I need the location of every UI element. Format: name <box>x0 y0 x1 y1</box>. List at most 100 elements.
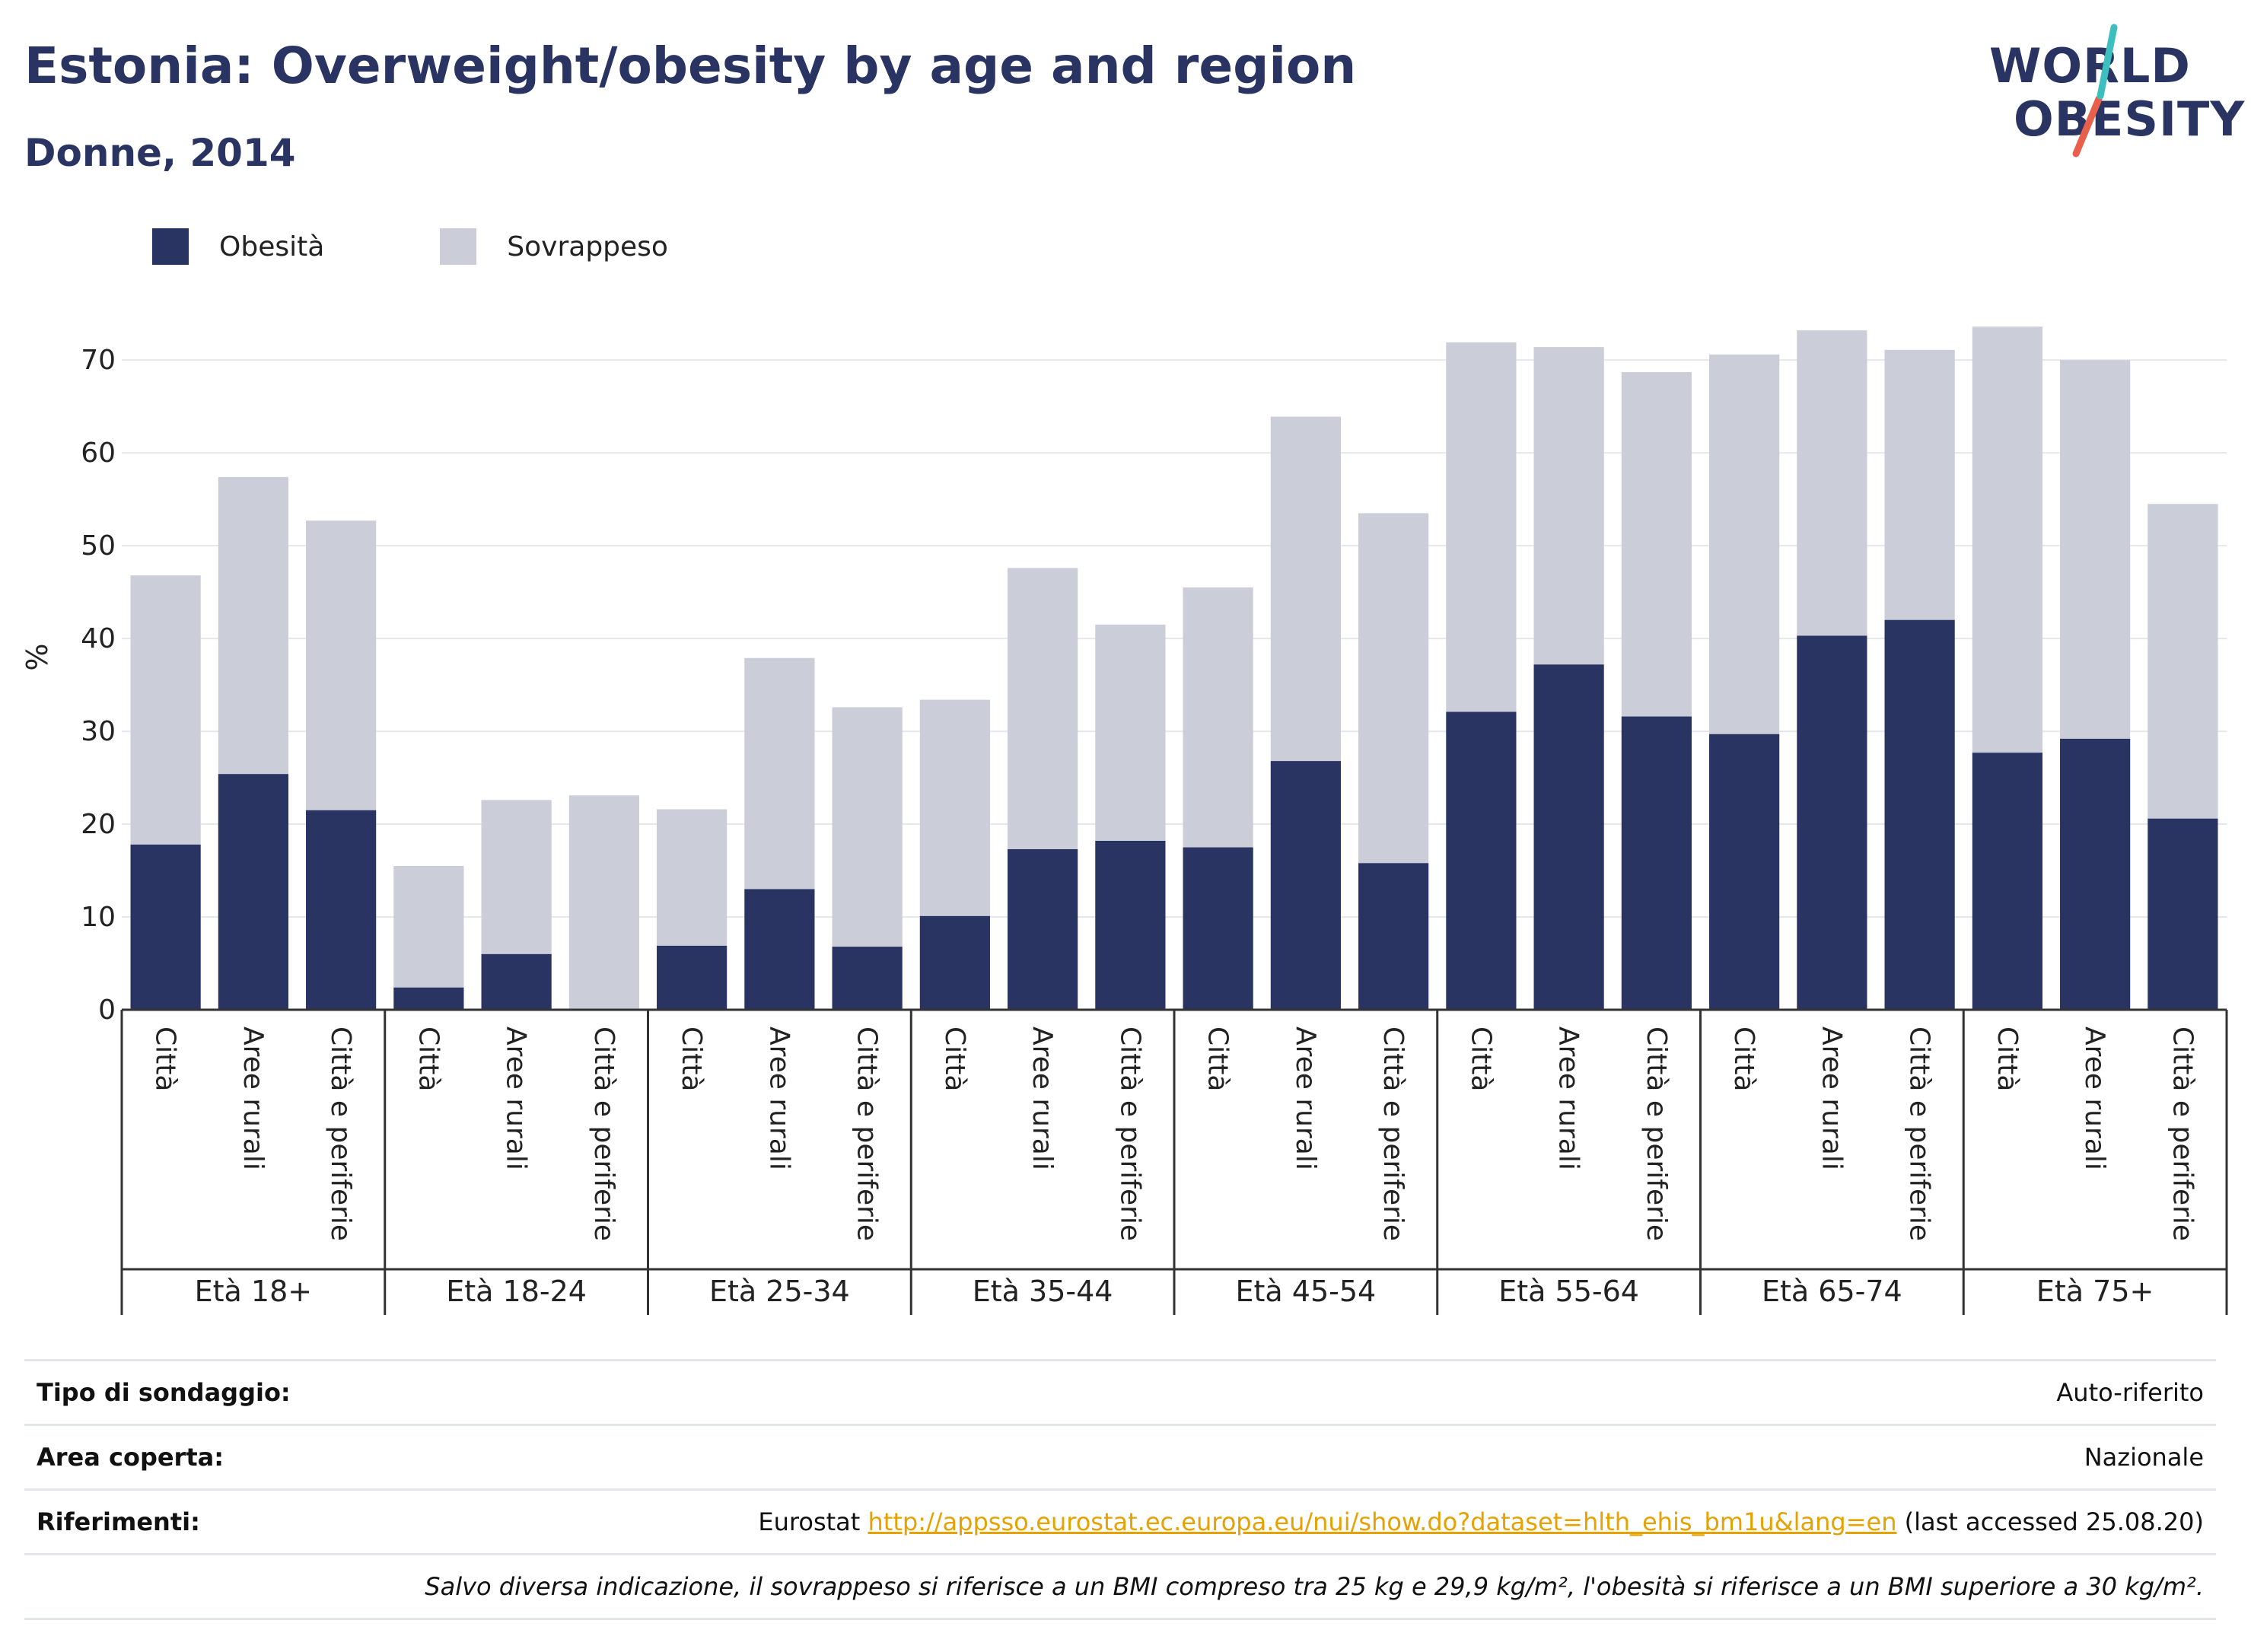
x-subcategory-label: Città e periferie <box>325 1027 356 1241</box>
x-subcategory-label: Città e periferie <box>1904 1027 1935 1241</box>
x-subcategory-label: Città e periferie <box>588 1027 619 1241</box>
bar-overweight <box>1358 513 1429 864</box>
bar-obesity <box>1358 863 1429 1010</box>
x-subcategory-label: Città e periferie <box>1641 1027 1672 1241</box>
bar-obesity <box>1972 753 2042 1010</box>
coverage-label: Area coperta: <box>37 1443 224 1472</box>
x-subcategory-label: Città e periferie <box>852 1027 883 1241</box>
x-subcategory-label: Aree rurali <box>1816 1027 1847 1170</box>
x-subcategory-label: Aree rurali <box>1553 1027 1584 1170</box>
x-subcategory-label: Città <box>150 1027 181 1091</box>
survey-type-value: Auto-riferito <box>2056 1378 2204 1407</box>
bar-obesity <box>2148 818 2218 1010</box>
x-group-label: Età 65-74 <box>1762 1275 1902 1308</box>
y-tick-label: 50 <box>81 530 116 562</box>
legend-swatch-obesity <box>152 228 189 265</box>
x-subcategory-label: Aree rurali <box>2079 1027 2110 1170</box>
legend-item-obesity: Obesità <box>152 228 324 265</box>
bar-overweight <box>130 575 201 845</box>
bar-overweight <box>1797 330 1867 636</box>
x-group-label: Età 35-44 <box>973 1275 1113 1308</box>
bar-obesity <box>218 774 288 1010</box>
bar-obesity <box>657 945 728 1010</box>
bar-overweight <box>1008 568 1078 849</box>
bar-obesity <box>1183 847 1253 1010</box>
bar-obesity <box>1270 761 1341 1010</box>
references-suffix: (last accessed 25.08.20) <box>1896 1507 2204 1536</box>
bar-chart: 0 10 20 30 40 50 60 70% Città Aree rurali Città e … <box>21 326 2228 1315</box>
coverage-value: Nazionale <box>2084 1443 2204 1472</box>
bar-overweight <box>2148 504 2218 819</box>
x-subcategory-label: Città <box>939 1027 970 1091</box>
chart-legend: Obesità Sovrappeso <box>152 227 729 266</box>
chart-title: Estonia: Overweight/obesity by age and r… <box>24 37 1357 95</box>
bar-overweight <box>1446 342 1517 712</box>
x-subcategory-label: Aree rurali <box>501 1027 532 1170</box>
x-subcategory-label: Aree rurali <box>237 1027 269 1170</box>
bar-obesity <box>1621 716 1692 1010</box>
x-subcategory-label: Città <box>412 1027 444 1091</box>
bar-obesity <box>832 947 903 1010</box>
bar-obesity <box>2060 738 2131 1010</box>
x-subcategory-label: Città <box>676 1027 707 1091</box>
legend-item-overweight: Sovrappeso <box>440 228 668 265</box>
bar-overweight <box>393 865 464 988</box>
x-group-label: Età 18+ <box>195 1275 312 1308</box>
world-obesity-logo: WORLD OBESITY <box>1986 23 2244 160</box>
y-tick-label: 60 <box>81 438 116 469</box>
chart-subtitle: Donne, 2014 <box>24 131 296 175</box>
x-group-label: Età 45-54 <box>1236 1275 1377 1308</box>
info-row-coverage: Area coperta: Nazionale <box>24 1424 2216 1488</box>
references-value: Eurostat http://appsso.eurostat.ec.europ… <box>758 1507 2204 1536</box>
x-group-label: Età 75+ <box>2036 1275 2154 1308</box>
bar-obesity <box>1446 711 1517 1010</box>
x-subcategory-label: Città <box>1728 1027 1759 1091</box>
y-tick-label: 10 <box>81 902 116 933</box>
x-subcategory-label: Città e periferie <box>2167 1027 2198 1241</box>
logo-line2: OBESITY <box>2014 91 2246 147</box>
bar-obesity <box>1008 848 1078 1010</box>
bar-overweight <box>481 800 552 954</box>
info-table: Tipo di sondaggio: Auto-riferito Area co… <box>24 1359 2216 1620</box>
x-subcategory-label: Città <box>1202 1027 1234 1091</box>
info-row-survey-type: Tipo di sondaggio: Auto-riferito <box>24 1359 2216 1424</box>
y-tick-label: 0 <box>98 995 116 1026</box>
bar-obesity <box>1533 664 1604 1010</box>
bar-overweight <box>832 707 903 947</box>
x-subcategory-label: Aree rurali <box>1290 1027 1321 1170</box>
y-tick-label: 40 <box>81 623 116 654</box>
x-group-label: Età 18-24 <box>446 1275 587 1308</box>
x-subcategory-label: Città <box>1992 1027 2023 1091</box>
y-tick-label: 20 <box>81 809 116 840</box>
bar-obesity <box>481 953 552 1010</box>
bar-overweight <box>1095 624 1166 842</box>
x-subcategory-label: Aree rurali <box>763 1027 794 1170</box>
x-group-label: Età 25-34 <box>709 1275 850 1308</box>
y-tick-label: 70 <box>81 345 116 376</box>
bar-obesity <box>1797 635 1867 1010</box>
x-group-label: Età 55-64 <box>1498 1275 1639 1308</box>
bar-obesity <box>1709 734 1780 1010</box>
bar-overweight <box>1533 347 1604 665</box>
references-link[interactable]: http://appsso.eurostat.ec.europa.eu/nui/… <box>868 1507 1897 1536</box>
bar-overweight <box>919 699 990 916</box>
x-subcategory-label: Città e periferie <box>1377 1027 1409 1241</box>
bar-overweight <box>1270 416 1341 762</box>
bar-overweight <box>1709 354 1780 734</box>
logo-slash-icon <box>2072 24 2118 158</box>
bar-obesity <box>393 987 464 1010</box>
legend-label-obesity: Obesità <box>219 231 325 263</box>
bar-obesity <box>1884 619 1955 1010</box>
x-subcategory-label: Aree rurali <box>1027 1027 1058 1170</box>
bar-overweight <box>306 520 377 810</box>
bar-obesity <box>130 844 201 1010</box>
bar-overweight <box>218 476 288 775</box>
x-subcategory-label: Città <box>1465 1027 1496 1091</box>
bar-overweight <box>1621 372 1692 717</box>
bar-obesity <box>919 915 990 1010</box>
bar-overweight <box>568 795 639 1010</box>
x-subcategory-label: Città e periferie <box>1114 1027 1145 1241</box>
bar-overweight <box>744 657 815 890</box>
references-label: Riferimenti: <box>37 1507 200 1536</box>
references-prefix: Eurostat <box>758 1507 868 1536</box>
